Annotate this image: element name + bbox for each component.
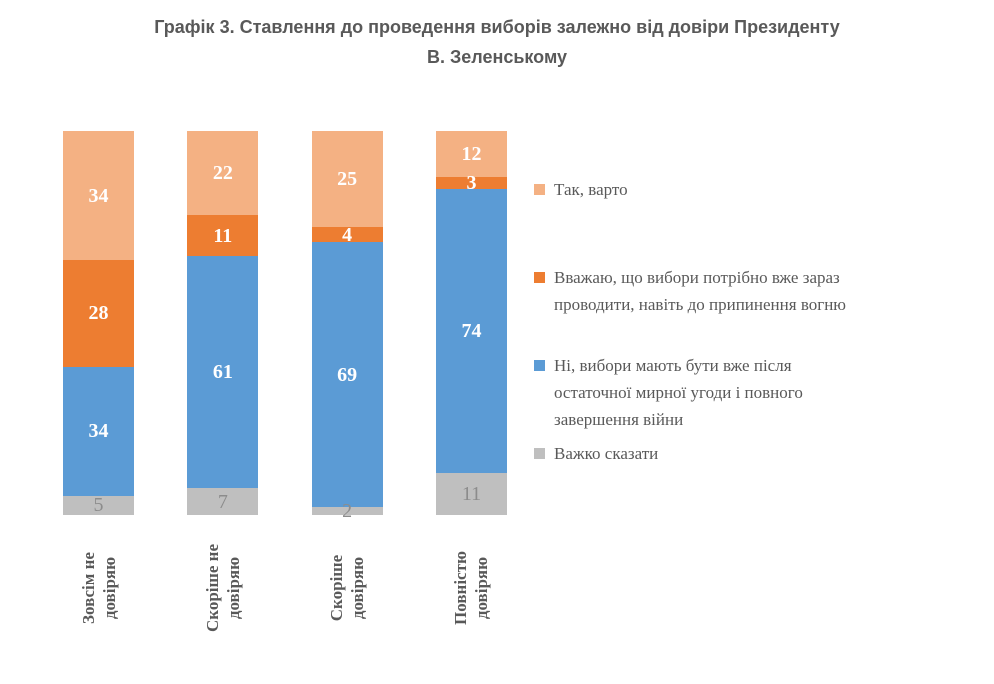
segment-value-label: 61 <box>212 361 233 384</box>
bar-segment: 28 <box>63 260 134 367</box>
legend-item-label: Ні, вибори мають бути вже після остаточн… <box>554 356 803 429</box>
bar-segment: 2 <box>311 501 383 521</box>
chart-title: Графік 3. Ставлення до проведення виборі… <box>154 17 840 67</box>
x-axis-category-label: Повністю довіряю <box>450 551 491 625</box>
segment-value-label: 3 <box>466 171 477 194</box>
segment-value-label: 11 <box>213 224 233 247</box>
legend-item: Вважаю, що вибори потрібно вже зараз про… <box>534 264 846 318</box>
stacked-bar: 22 11 61 7 <box>187 131 259 515</box>
segment-value-label: 74 <box>461 319 482 342</box>
segment-value-label: 34 <box>88 420 109 443</box>
bars-container: 34 28 34 5 22 11 61 7 25 4 69 2 12 3 74 11 <box>63 131 507 521</box>
legend-color-swatch <box>534 448 545 459</box>
legend-item-label: Важко сказати <box>554 444 659 463</box>
x-axis-category-label: Скоріше довіряю <box>326 554 367 622</box>
stacked-bar: 12 3 74 11 <box>435 131 507 515</box>
segment-value-label: 4 <box>342 223 353 246</box>
bar-segment: 34 <box>63 131 134 261</box>
bar-segment: 11 <box>187 214 259 257</box>
segment-value-label: 7 <box>217 490 228 513</box>
bar-segment: 25 <box>311 131 383 227</box>
legend-item: Так, варто <box>534 176 628 203</box>
segment-value-label: 2 <box>342 500 353 523</box>
segment-value-label: 34 <box>88 184 109 207</box>
x-axis-category-label: Зовсім не довіряю <box>78 552 119 624</box>
bar-segment: 34 <box>63 366 134 496</box>
segment-value-label: 5 <box>93 494 104 517</box>
bar-segment: 12 <box>435 131 507 178</box>
legend-item: Ні, вибори мають бути вже після остаточн… <box>534 352 803 433</box>
x-axis-category-label: Скоріше не довіряю <box>202 543 243 633</box>
segment-value-label: 25 <box>337 168 358 190</box>
bar-segment: 69 <box>311 242 383 508</box>
bar-segment: 61 <box>187 256 259 489</box>
legend-color-swatch <box>534 184 545 195</box>
legend-item-label: Так, варто <box>554 180 628 199</box>
bar-segment: 5 <box>63 494 134 517</box>
bar-segment: 22 <box>187 131 259 215</box>
legend-color-swatch <box>534 272 545 283</box>
segment-value-label: 11 <box>461 482 482 505</box>
bar-segment: 7 <box>187 488 259 515</box>
segment-value-label: 69 <box>337 363 358 386</box>
stacked-bar: 34 28 34 5 <box>63 131 134 515</box>
legend-color-swatch <box>534 360 545 371</box>
segment-value-label: 28 <box>88 302 109 325</box>
segment-value-label: 22 <box>212 161 233 184</box>
stacked-bar: 25 4 69 2 <box>311 131 383 521</box>
bar-segment: 74 <box>435 188 507 473</box>
legend-item: Важко сказати <box>534 440 658 467</box>
bar-segment: 4 <box>311 223 383 246</box>
segment-value-label: 12 <box>461 143 482 166</box>
legend-item-label: Вважаю, що вибори потрібно вже зараз про… <box>554 268 846 314</box>
bar-segment: 3 <box>435 173 507 193</box>
bar-segment: 11 <box>435 472 507 515</box>
